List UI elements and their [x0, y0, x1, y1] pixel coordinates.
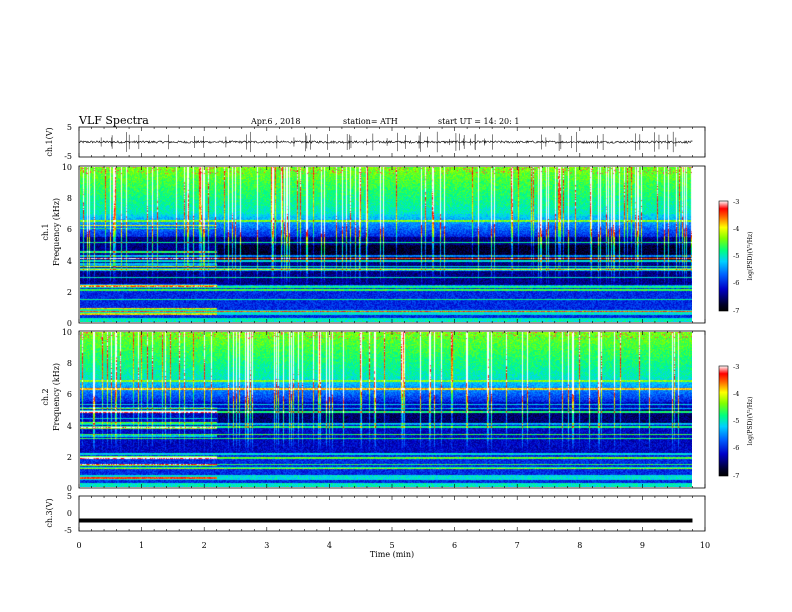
- x-tick-label-2: 2: [202, 541, 207, 550]
- ch1-spectrogram-panel: 10 8 6 4 2 0 Frequency (kHz) ch.1: [41, 163, 706, 328]
- ch3-waveform-panel: 5 0 -5 ch.3(V): [45, 492, 706, 535]
- ch2-spec-ytick-6: 6: [67, 390, 72, 399]
- x-tick-label-10: 10: [700, 541, 710, 550]
- date-label: Apr.6 , 2018: [250, 117, 300, 126]
- ch2-spec-ytick-4: 4: [67, 422, 72, 431]
- x-axis-ticks: [78, 127, 706, 531]
- ch2-spec-ytick-0: 0: [67, 484, 72, 493]
- ch3-ytick-top: 5: [67, 492, 72, 501]
- x-axis-tick-labels: 0 1 2 3 4 5 6 7 8 9 10: [76, 541, 710, 550]
- ch3-ytick-mid: 0: [67, 509, 72, 518]
- ch1-spec-ytick-2: 2: [67, 288, 72, 297]
- x-tick-label-8: 8: [577, 541, 582, 550]
- x-tick-label-7: 7: [515, 541, 520, 550]
- x-tick-label-0: 0: [76, 541, 81, 550]
- figure-title: VLF Spectra: [78, 114, 149, 127]
- ch1-cb-tick-m7: -7: [733, 307, 739, 315]
- ch1-channel-label: ch.1: [41, 223, 50, 240]
- x-tick-label-6: 6: [452, 541, 457, 550]
- ch1-spec-ytick-8: 8: [67, 194, 72, 203]
- ch1-waveform-trace: [78, 139, 693, 145]
- ch3-waveform-ylabel: ch.3(V): [45, 498, 54, 527]
- ch1-colorbar: -3 -4 -5 -6 -7 log(PSD)(V²/Hz): [718, 198, 754, 315]
- x-tick-label-5: 5: [389, 541, 394, 550]
- ch2-cb-tick-m3: -3: [733, 363, 739, 371]
- ch1-cb-tick-m4: -4: [733, 225, 739, 233]
- ch2-spectrogram-ylabel: Frequency (kHz): [52, 363, 61, 431]
- ch2-spectrogram-panel: 10 8 6 4 2 0 Frequency (kHz) ch.2: [41, 328, 706, 493]
- ch2-spectrogram-yticks: 10 8 6 4 2 0: [62, 328, 72, 493]
- ch2-spectrogram-image: [80, 332, 692, 487]
- ch2-colorbar: -3 -4 -5 -6 -7 log(PSD)(V²/Hz): [718, 363, 754, 480]
- station-label: station= ATH: [343, 117, 398, 126]
- ch1-ytick-bottom: -5: [64, 152, 72, 161]
- ch2-cb-tick-m5: -5: [733, 417, 739, 425]
- x-tick-label-4: 4: [327, 541, 332, 550]
- ch2-colorbar-gradient: [718, 365, 729, 477]
- ch2-cb-tick-m7: -7: [733, 472, 739, 480]
- ch2-spec-ytick-2: 2: [67, 453, 72, 462]
- ch1-spectrogram-yticks: 10 8 6 4 2 0: [62, 163, 72, 328]
- ch1-cb-tick-m5: -5: [733, 252, 739, 260]
- ch1-spec-ytick-4: 4: [67, 257, 72, 266]
- ch1-spec-ytick-10: 10: [62, 163, 72, 172]
- ch2-cb-tick-m6: -6: [733, 444, 739, 452]
- start-ut-label: start UT = 14: 20: 1: [438, 117, 519, 126]
- ch1-waveform-panel: 5 -5 ch.1(V): [45, 123, 706, 161]
- ch2-channel-label: ch.2: [41, 388, 50, 405]
- ch3-waveform-frame: [78, 495, 706, 532]
- ch1-spec-ytick-6: 6: [67, 225, 72, 234]
- ch2-colorbar-label: log(PSD)(V²/Hz): [747, 397, 754, 446]
- ch1-spectrogram-image: [80, 167, 692, 322]
- ch1-colorbar-gradient: [718, 200, 729, 312]
- ch1-spectrogram-ylabel: Frequency (kHz): [52, 198, 61, 266]
- x-tick-label-1: 1: [139, 541, 144, 550]
- ch2-cb-tick-m4: -4: [733, 390, 739, 398]
- ch1-ytick-top: 5: [67, 123, 72, 132]
- ch1-cb-tick-m3: -3: [733, 198, 739, 206]
- x-axis-label: Time (min): [370, 550, 414, 559]
- x-tick-label-9: 9: [640, 541, 645, 550]
- ch1-spec-ytick-0: 0: [67, 319, 72, 328]
- ch2-spec-ytick-10: 10: [62, 328, 72, 337]
- x-tick-label-3: 3: [264, 541, 269, 550]
- ch1-waveform-spikes: [100, 131, 677, 153]
- ch1-colorbar-label: log(PSD)(V²/Hz): [747, 232, 754, 281]
- ch3-ytick-bottom: -5: [64, 526, 72, 535]
- ch1-cb-tick-m6: -6: [733, 279, 739, 287]
- ch2-spec-ytick-8: 8: [67, 359, 72, 368]
- ch1-waveform-ylabel: ch.1(V): [45, 127, 54, 156]
